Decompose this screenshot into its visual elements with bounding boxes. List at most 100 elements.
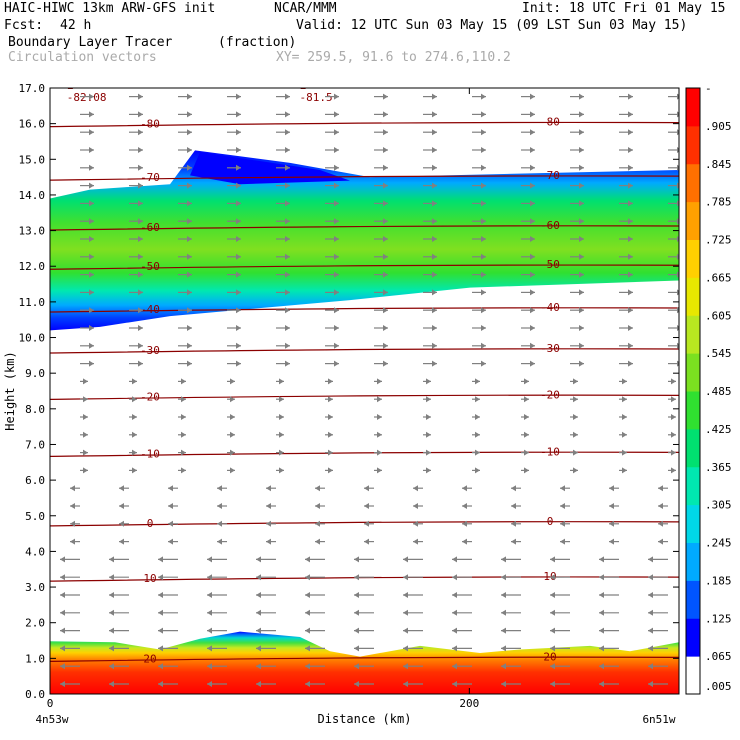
vector-arrowhead xyxy=(236,129,241,136)
colorbar-label: - xyxy=(705,82,712,95)
vector-arrowhead xyxy=(579,129,584,136)
vector-arrowhead xyxy=(426,431,431,438)
vector-arrowhead xyxy=(60,609,65,616)
temperature-contour xyxy=(50,451,679,457)
vector-arrowhead xyxy=(481,182,486,189)
vector-arrowhead xyxy=(109,681,114,687)
vector-arrowhead xyxy=(187,93,192,100)
vector-arrowhead xyxy=(599,663,604,670)
vector-arrowhead xyxy=(511,520,516,527)
vector-arrowhead xyxy=(89,147,94,153)
vector-arrowhead xyxy=(236,360,241,367)
vector-arrowhead xyxy=(256,663,261,670)
vector-arrowhead xyxy=(671,431,676,438)
vector-arrowhead xyxy=(579,93,584,100)
vector-arrowhead xyxy=(579,200,584,207)
temperature-contour xyxy=(50,225,679,231)
vector-arrowhead xyxy=(279,449,284,456)
vector-arrowhead xyxy=(187,325,192,331)
vector-arrowhead xyxy=(501,574,506,581)
vector-arrowhead xyxy=(452,627,457,634)
low-value: -81.5 xyxy=(300,91,333,104)
contour-label: -60 xyxy=(140,221,160,234)
vector-arrowhead xyxy=(426,414,431,420)
vector-arrowhead xyxy=(628,93,633,100)
vector-arrowhead xyxy=(89,93,94,100)
vector-arrowhead xyxy=(462,520,467,527)
vector-arrowhead xyxy=(383,236,388,242)
colorbar-label: .545 xyxy=(705,347,732,360)
vector-arrowhead xyxy=(622,467,627,474)
vector-arrowhead xyxy=(426,396,431,403)
vector-arrowhead xyxy=(432,182,437,189)
vector-arrowhead xyxy=(187,111,192,118)
vector-arrowhead xyxy=(334,93,339,100)
contour-label: -10 xyxy=(540,445,560,458)
x-tick-label: 0 xyxy=(47,697,54,710)
temperature-contour xyxy=(50,521,679,527)
vector-arrowhead xyxy=(377,449,382,456)
vector-arrowhead xyxy=(501,609,506,616)
y-tick-label: 5.0 xyxy=(25,510,45,523)
vector-arrowhead xyxy=(187,236,192,242)
colorbar-swatch xyxy=(686,353,700,392)
vector-arrowhead xyxy=(354,627,359,634)
vector-arrowhead xyxy=(334,360,339,367)
vector-arrowhead xyxy=(622,431,627,438)
vector-arrowhead xyxy=(658,520,663,527)
vector-arrowhead xyxy=(217,503,222,509)
vector-arrowhead xyxy=(236,289,241,296)
colorbar-label: .245 xyxy=(705,537,732,550)
vector-arrowhead xyxy=(671,414,676,420)
vector-arrowhead xyxy=(530,111,535,118)
vector-arrowhead xyxy=(60,592,65,598)
vector-arrowhead xyxy=(266,538,271,545)
vector-arrowhead xyxy=(109,574,114,581)
vector-arrowhead xyxy=(628,236,633,242)
vector-arrowhead xyxy=(315,503,320,509)
vector-arrowhead xyxy=(628,289,633,296)
vector-arrowhead xyxy=(168,503,173,509)
vector-arrowhead xyxy=(132,449,137,456)
colorbar-label: .485 xyxy=(705,385,732,398)
y-tick-label: 7.0 xyxy=(25,438,45,451)
vector-arrowhead xyxy=(89,271,94,278)
vector-arrowhead xyxy=(364,503,369,509)
vector-arrowhead xyxy=(550,627,555,634)
vector-arrowhead xyxy=(524,396,529,403)
contour-label: -40 xyxy=(140,303,160,316)
vector-arrowhead xyxy=(550,592,555,598)
vector-arrowhead xyxy=(432,218,437,225)
vector-arrowhead xyxy=(236,111,241,118)
vector-arrowhead xyxy=(256,645,261,652)
vector-arrowhead xyxy=(305,627,310,634)
vector-arrowhead xyxy=(207,645,212,652)
vector-arrowhead xyxy=(628,307,633,314)
vector-arrowhead xyxy=(530,147,535,153)
vector-arrowhead xyxy=(328,449,333,456)
contour-label: -20 xyxy=(140,390,160,403)
vector-arrowhead xyxy=(550,663,555,670)
vector-arrowhead xyxy=(285,200,290,207)
vector-arrowhead xyxy=(181,396,186,403)
vector-arrowhead xyxy=(579,253,584,260)
vector-arrowhead xyxy=(426,449,431,456)
vector-arrowhead xyxy=(628,147,633,153)
vector-arrowhead xyxy=(550,609,555,616)
vector-arrowhead xyxy=(328,378,333,385)
vector-arrowhead xyxy=(628,253,633,260)
temperature-contour xyxy=(50,656,679,662)
vector-arrowhead xyxy=(579,147,584,153)
vector-arrowhead xyxy=(60,627,65,634)
vector-arrowhead xyxy=(383,289,388,296)
vector-arrowhead xyxy=(524,378,529,385)
vector-arrowhead xyxy=(256,574,261,581)
vector-arrowhead xyxy=(364,538,369,545)
vector-arrowhead xyxy=(334,271,339,278)
vector-arrowhead xyxy=(501,627,506,634)
vector-arrowhead xyxy=(609,538,614,545)
vector-arrowhead xyxy=(481,342,486,349)
vector-arrowhead xyxy=(217,538,222,545)
colorbar-label: .665 xyxy=(705,271,732,284)
vector-arrowhead xyxy=(315,485,320,492)
